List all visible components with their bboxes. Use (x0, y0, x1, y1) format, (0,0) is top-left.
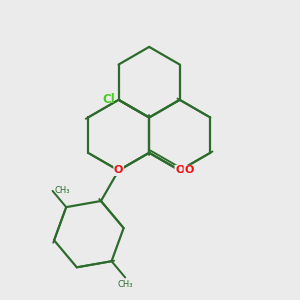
Text: O: O (114, 165, 123, 176)
Text: CH₃: CH₃ (117, 280, 133, 290)
Text: O: O (175, 165, 184, 176)
Text: O: O (184, 165, 194, 176)
Text: CH₃: CH₃ (54, 186, 70, 195)
Text: Cl: Cl (103, 93, 116, 106)
